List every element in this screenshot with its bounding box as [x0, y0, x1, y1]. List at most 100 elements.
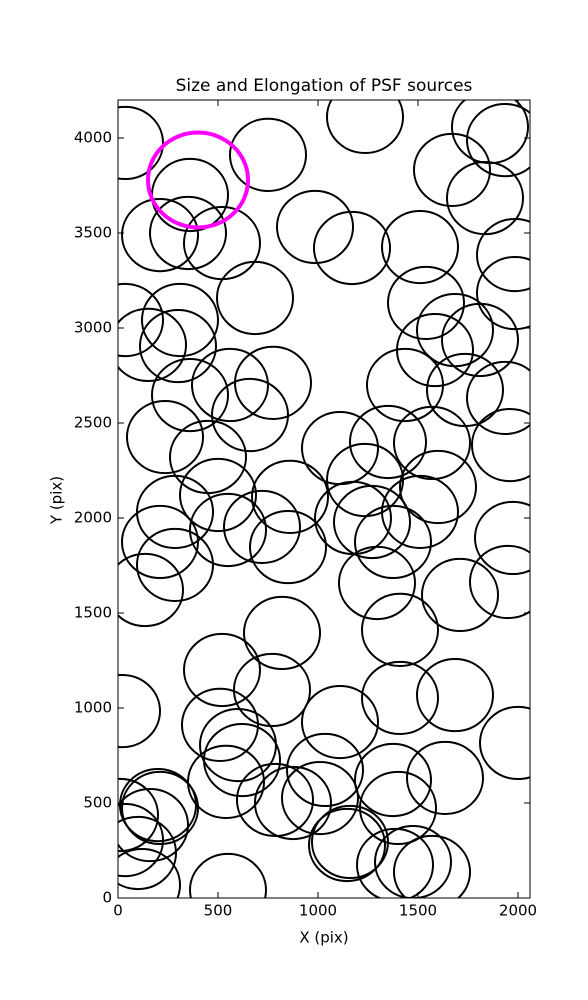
y-tick-label: 2000: [74, 509, 112, 527]
source-ellipse: [381, 209, 459, 285]
source-ellipse: [146, 130, 250, 230]
source-ellipse: [203, 722, 281, 798]
source-ellipse: [118, 282, 164, 358]
source-ellipse: [366, 347, 444, 423]
source-ellipse: [276, 189, 354, 265]
source-ellipse: [149, 195, 227, 271]
source-ellipse: [338, 545, 416, 621]
source-ellipse: [118, 673, 161, 749]
source-ellipse: [118, 787, 189, 863]
source-ellipse: [136, 527, 214, 603]
source-ellipse: [118, 802, 164, 878]
source-ellipse: [479, 705, 530, 781]
source-ellipse: [349, 404, 427, 480]
source-ellipse: [333, 484, 411, 560]
source-ellipse: [416, 657, 494, 733]
source-ellipse: [311, 804, 389, 880]
source-ellipse: [199, 707, 277, 783]
source-ellipse: [326, 100, 404, 154]
source-ellipse: [229, 117, 307, 193]
source-ellipse: [374, 825, 452, 898]
source-ellipse: [393, 405, 471, 481]
source-ellipse: [118, 105, 164, 181]
source-ellipse: [381, 474, 459, 550]
source-ellipse: [179, 457, 257, 533]
source-ellipse: [476, 217, 530, 293]
source-ellipse: [136, 474, 214, 550]
source-ellipse: [387, 265, 465, 341]
source-ellipse: [308, 807, 386, 883]
source-ellipse: [151, 157, 229, 233]
source-ellipse: [301, 410, 379, 486]
source-ellipse: [234, 345, 312, 421]
x-tick-label: 2000: [499, 902, 537, 920]
y-tick-label: 4000: [74, 129, 112, 147]
source-ellipse: [181, 687, 259, 763]
source-ellipse: [139, 308, 217, 384]
source-ellipse: [281, 760, 359, 836]
source-ellipse: [216, 260, 294, 336]
source-ellipse: [469, 544, 530, 620]
source-ellipse: [118, 847, 181, 898]
source-ellipse: [121, 504, 199, 580]
y-tick-label: 2500: [74, 414, 112, 432]
source-ellipse: [189, 852, 267, 898]
x-tick-label: 0: [113, 902, 123, 920]
x-axis-label: X (pix): [299, 929, 348, 947]
source-ellipse: [451, 100, 529, 165]
source-ellipse: [393, 834, 471, 898]
chart-title: Size and Elongation of PSF sources: [176, 76, 473, 96]
source-ellipse: [471, 407, 530, 483]
source-ellipse: [118, 552, 184, 628]
source-ellipse: [251, 459, 329, 535]
source-ellipse: [476, 255, 530, 331]
source-ellipse: [121, 770, 199, 846]
source-ellipse: [361, 660, 439, 736]
source-ellipse: [406, 740, 484, 816]
source-ellipse: [118, 815, 177, 891]
source-ellipse: [236, 762, 314, 838]
source-ellipse: [441, 302, 519, 378]
source-ellipse: [354, 504, 432, 580]
source-ellipse: [399, 449, 477, 525]
source-ellipse: [254, 765, 332, 841]
y-axis-label: Y (pix): [48, 476, 66, 525]
source-ellipse: [191, 347, 269, 423]
source-ellipse: [421, 557, 499, 633]
source-ellipse: [249, 509, 327, 585]
source-ellipse: [243, 595, 321, 671]
source-ellipse: [286, 732, 364, 808]
source-ellipse: [187, 744, 265, 820]
x-tick-label: 1000: [299, 902, 337, 920]
source-ellipse: [396, 312, 474, 388]
source-ellipse: [354, 742, 432, 818]
source-ellipse: [361, 592, 439, 668]
source-ellipse: [446, 160, 524, 236]
source-ellipse: [356, 827, 434, 898]
plot-area: [118, 100, 530, 898]
source-ellipse: [151, 357, 229, 433]
source-ellipse: [466, 360, 530, 436]
y-tick-label: 1500: [74, 604, 112, 622]
source-ellipse: [118, 307, 187, 382]
source-ellipse: [413, 132, 491, 208]
x-tick-label: 1500: [399, 902, 437, 920]
source-ellipse: [141, 282, 219, 358]
source-ellipse: [233, 652, 311, 728]
source-ellipse: [474, 500, 530, 576]
y-tick-label: 1000: [74, 699, 112, 717]
y-tick-label: 500: [83, 794, 112, 812]
source-ellipse: [301, 684, 379, 760]
source-ellipse: [183, 632, 261, 708]
source-ellipse: [313, 210, 391, 286]
x-tick-label: 500: [204, 902, 233, 920]
source-ellipse: [126, 399, 204, 475]
source-ellipse: [211, 377, 289, 453]
source-ellipse: [121, 197, 199, 273]
y-tick-label: 0: [102, 889, 112, 907]
plot-frame: [117, 99, 531, 899]
source-ellipse: [118, 777, 159, 853]
source-ellipse: [223, 489, 301, 565]
source-ellipse: [466, 103, 530, 178]
